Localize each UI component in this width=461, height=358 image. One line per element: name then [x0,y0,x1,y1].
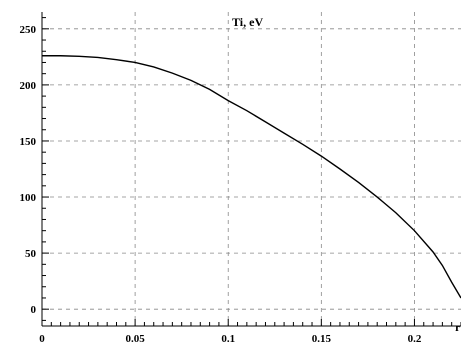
series-layer [42,55,461,299]
axis-layer [41,12,461,327]
y-tick-label-5: 250 [20,24,37,36]
x-tick-label-4: 0.2 [408,333,422,345]
label-layer: 0 0.05 0.1 0.15 0.2 0 50 100 150 200 250 [20,24,422,345]
y-tick-label-1: 50 [25,248,37,260]
y-tick-label-2: 100 [20,192,37,204]
x-axis-label: r [455,320,461,334]
y-tick-label-3: 150 [20,136,37,148]
x-tick-label-1: 0.05 [125,333,145,345]
series-line-0 [42,55,461,299]
x-tick-label-3: 0.15 [312,333,332,345]
y-tick-label-4: 200 [20,80,37,92]
grid-layer [42,12,461,326]
x-tick-label-2: 0.1 [221,333,235,345]
x-tick-label-0: 0 [39,333,45,345]
chart-title: Ti, eV [232,15,263,29]
y-tick-label-0: 0 [31,304,37,316]
